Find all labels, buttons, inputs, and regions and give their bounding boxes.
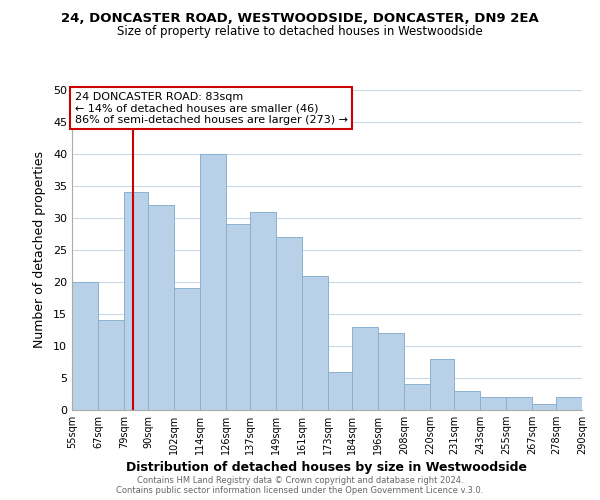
Bar xyxy=(148,205,174,410)
Bar xyxy=(404,384,430,410)
Bar xyxy=(302,276,328,410)
Y-axis label: Number of detached properties: Number of detached properties xyxy=(33,152,46,348)
Bar xyxy=(430,359,454,410)
Bar xyxy=(98,320,124,410)
Bar xyxy=(276,237,302,410)
Bar xyxy=(200,154,226,410)
Bar xyxy=(174,288,200,410)
Bar xyxy=(532,404,556,410)
Bar xyxy=(124,192,148,410)
Bar xyxy=(352,327,378,410)
Bar xyxy=(506,397,532,410)
Bar xyxy=(378,333,404,410)
Text: Size of property relative to detached houses in Westwoodside: Size of property relative to detached ho… xyxy=(117,25,483,38)
Bar xyxy=(226,224,250,410)
Bar xyxy=(454,391,480,410)
Text: 24 DONCASTER ROAD: 83sqm
← 14% of detached houses are smaller (46)
86% of semi-d: 24 DONCASTER ROAD: 83sqm ← 14% of detach… xyxy=(74,92,347,125)
X-axis label: Distribution of detached houses by size in Westwoodside: Distribution of detached houses by size … xyxy=(127,462,527,474)
Bar xyxy=(72,282,98,410)
Bar xyxy=(328,372,352,410)
Bar xyxy=(556,397,582,410)
Text: Contains public sector information licensed under the Open Government Licence v.: Contains public sector information licen… xyxy=(116,486,484,495)
Bar xyxy=(250,212,276,410)
Text: Contains HM Land Registry data © Crown copyright and database right 2024.: Contains HM Land Registry data © Crown c… xyxy=(137,476,463,485)
Text: 24, DONCASTER ROAD, WESTWOODSIDE, DONCASTER, DN9 2EA: 24, DONCASTER ROAD, WESTWOODSIDE, DONCAS… xyxy=(61,12,539,26)
Bar xyxy=(480,397,506,410)
